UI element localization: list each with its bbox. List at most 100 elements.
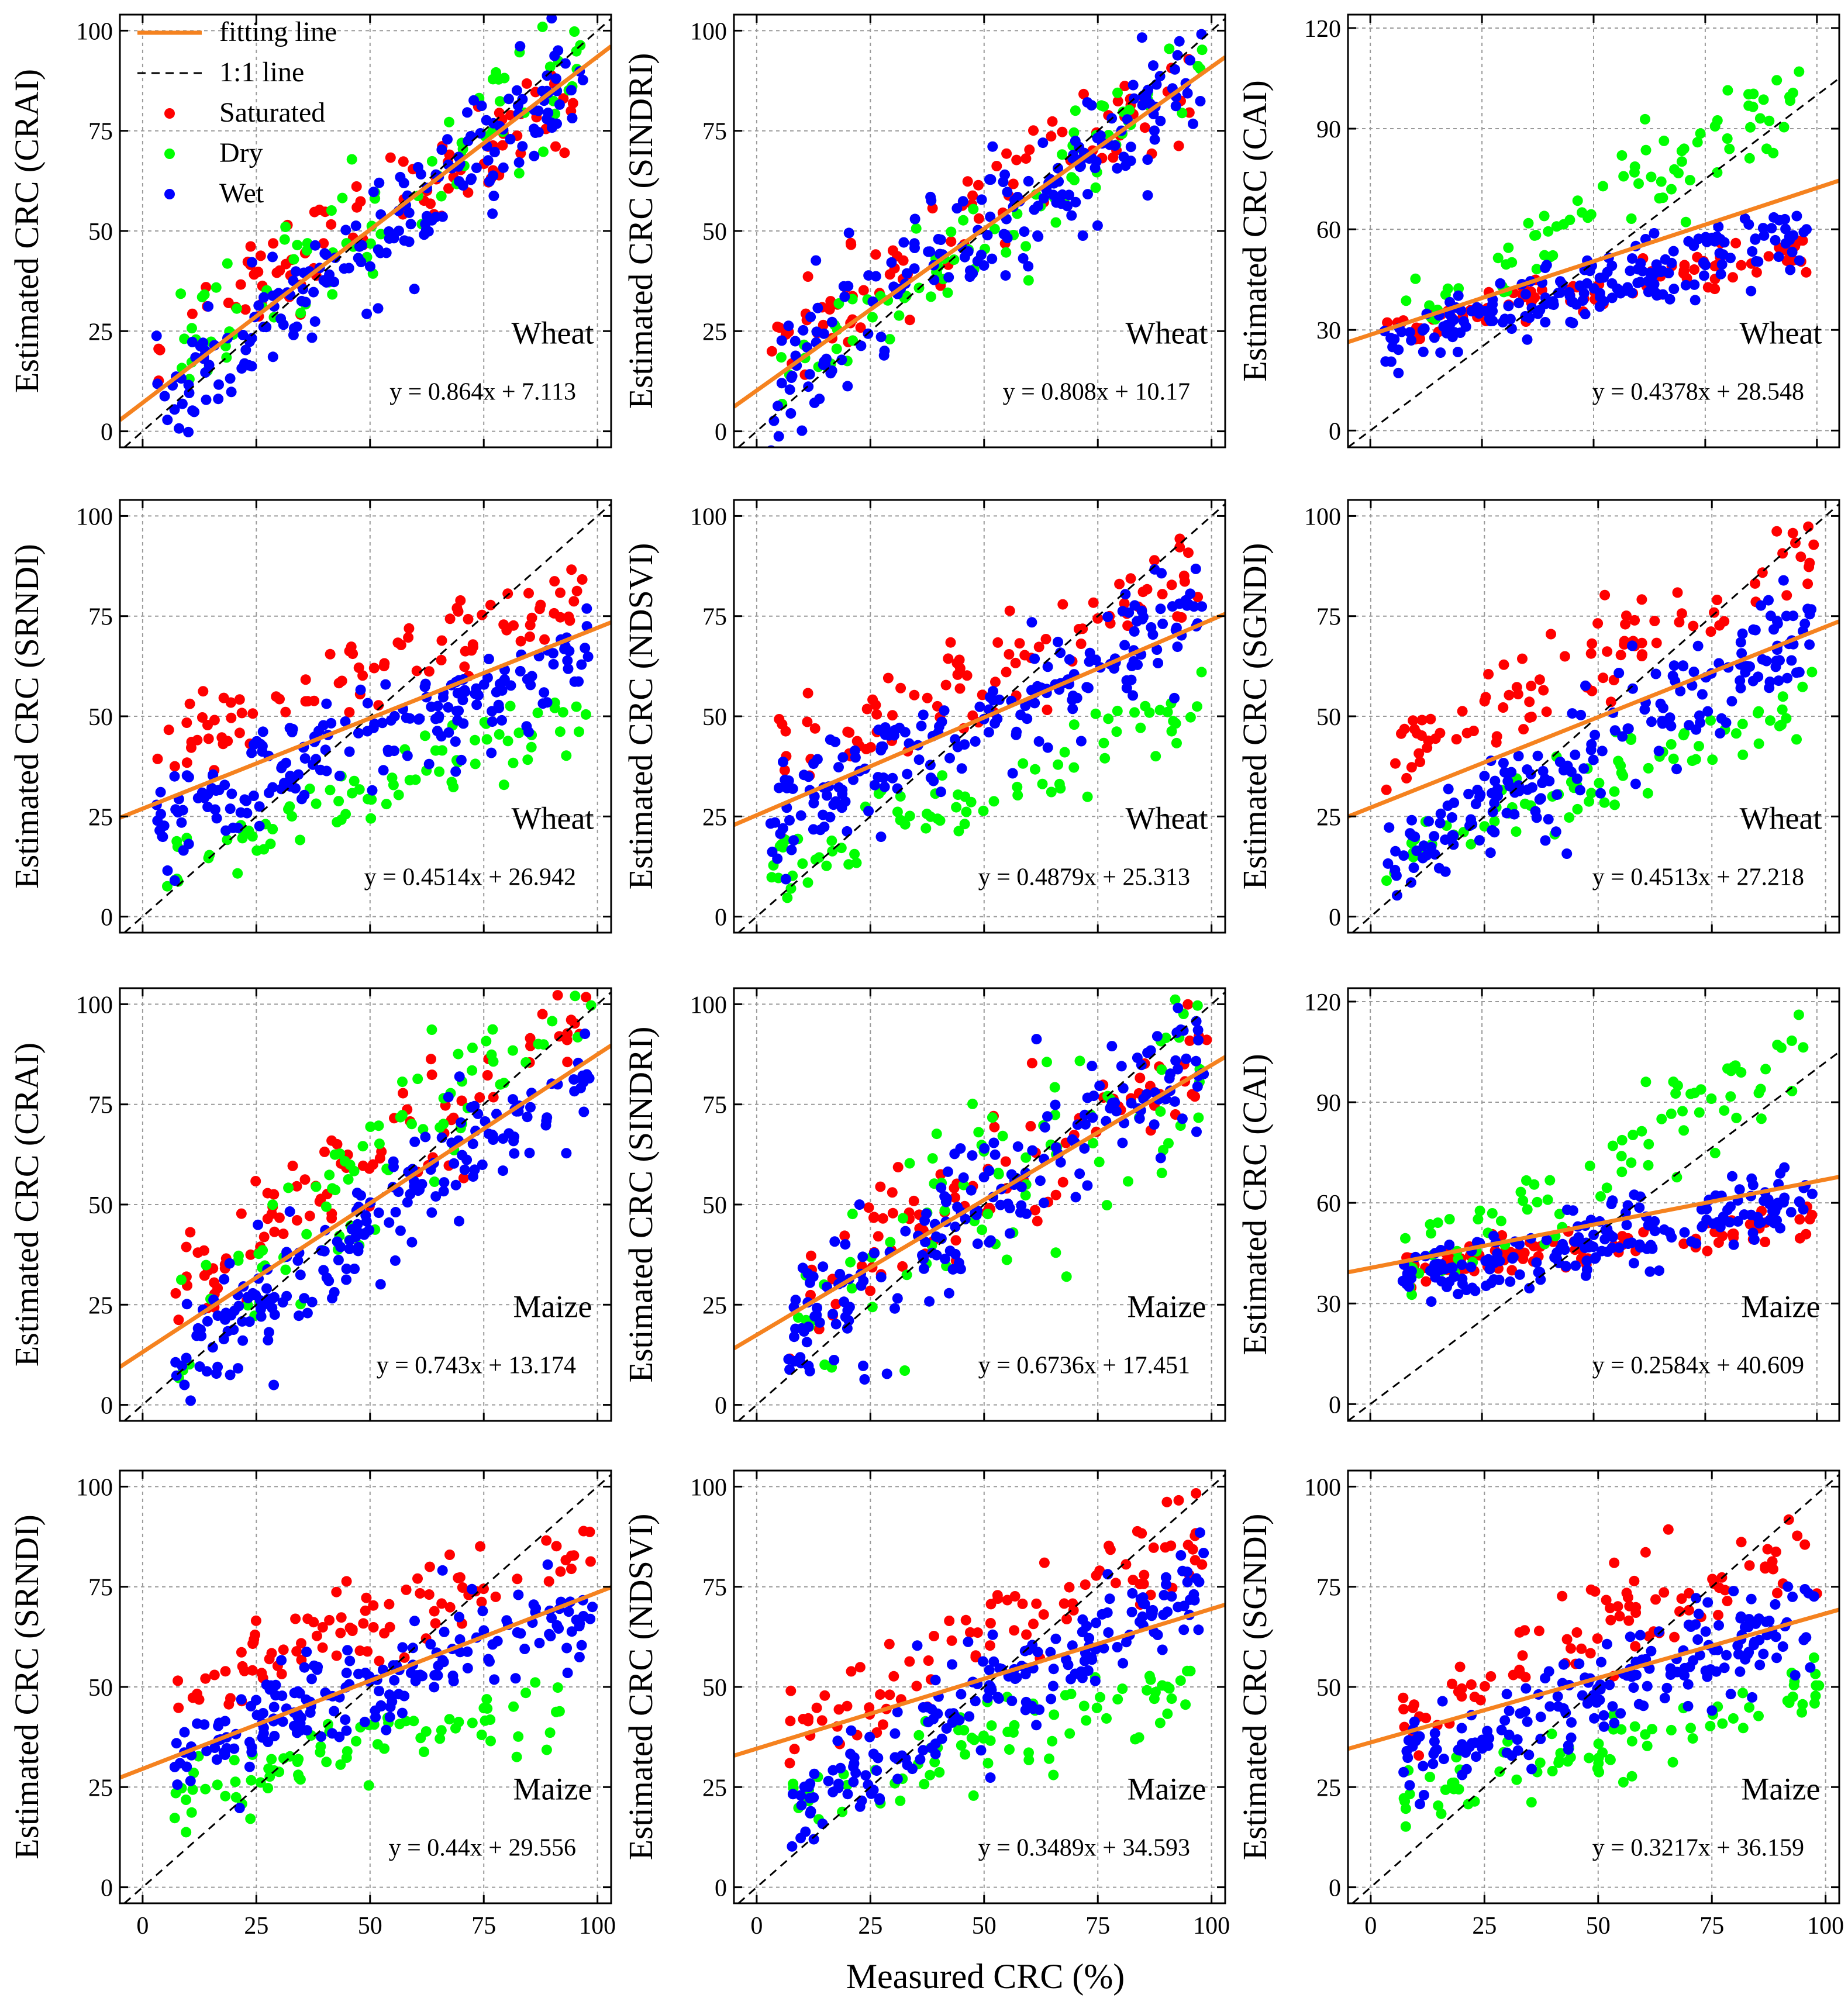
dry-point — [332, 817, 343, 827]
saturated-point — [561, 1034, 573, 1045]
wet-point — [511, 85, 522, 96]
wet-point — [982, 1692, 993, 1703]
wet-point — [984, 1665, 995, 1676]
dry-point — [485, 1735, 496, 1747]
wet-point — [244, 1737, 255, 1748]
wet-point — [1598, 1721, 1609, 1732]
dry-point — [1050, 1247, 1061, 1258]
wet-point — [1406, 815, 1417, 826]
saturated-point — [568, 1550, 580, 1561]
dry-point — [1685, 1723, 1696, 1734]
wet-point — [1435, 817, 1446, 829]
wet-point — [995, 1199, 1006, 1210]
wet-point — [462, 1662, 473, 1673]
dry-point — [1616, 1134, 1628, 1145]
wet-point — [1785, 264, 1796, 275]
fit-equation: y = 0.4879x + 25.313 — [978, 864, 1190, 891]
saturated-point — [1620, 619, 1631, 630]
wet-point — [192, 792, 204, 803]
saturated-point — [1480, 1680, 1490, 1692]
dry-point — [939, 1205, 950, 1216]
wet-point — [1561, 848, 1573, 859]
crop-label: Maize — [513, 1771, 592, 1806]
wet-point — [289, 323, 299, 334]
wet-point — [580, 643, 591, 654]
dry-point — [333, 796, 344, 807]
one-to-one-line — [737, 18, 1225, 447]
dry-point — [1410, 273, 1421, 284]
wet-point — [483, 654, 494, 664]
fitting-line — [120, 1044, 611, 1369]
dry-point — [1594, 778, 1605, 789]
dry-point — [1809, 1698, 1820, 1709]
saturated-point — [577, 574, 588, 585]
dry-point — [993, 1168, 1004, 1178]
wet-point — [384, 1217, 395, 1228]
wet-point — [1801, 1632, 1812, 1643]
wet-point — [373, 1207, 384, 1219]
saturated-point — [1029, 1205, 1040, 1216]
saturated-point — [245, 241, 256, 252]
legend-label: Saturated — [219, 97, 325, 128]
wet-point — [1754, 1659, 1766, 1671]
dry-point — [1004, 1744, 1015, 1755]
saturated-point — [1794, 1214, 1805, 1225]
wet-point — [389, 1675, 400, 1686]
wet-point — [201, 1745, 212, 1757]
dry-point — [426, 1024, 437, 1035]
wet-point — [264, 788, 274, 798]
wet-point — [456, 754, 467, 765]
wet-point — [1020, 1696, 1032, 1707]
dry-point — [1539, 211, 1550, 222]
wet-point — [1456, 1739, 1467, 1750]
wet-point — [901, 268, 912, 279]
wet-point — [546, 15, 557, 24]
y-tick-label: 75 — [88, 119, 113, 146]
saturated-point — [398, 1088, 409, 1099]
dry-point — [1053, 759, 1064, 770]
wet-point — [1677, 660, 1688, 671]
dry-point — [1743, 100, 1754, 111]
wet-point — [784, 384, 795, 395]
wet-point — [542, 1559, 553, 1570]
wet-point — [1507, 1253, 1518, 1264]
saturated-point — [566, 564, 577, 575]
dry-point — [437, 745, 448, 756]
saturated-point — [468, 641, 478, 653]
dry-point — [1768, 147, 1779, 158]
y-tick-label: 75 — [1316, 1575, 1341, 1602]
saturated-point — [1398, 1704, 1409, 1715]
saturated-point — [1571, 1627, 1582, 1638]
wet-point — [1653, 746, 1664, 757]
wet-point — [780, 874, 791, 885]
x-tick-label: 75 — [1085, 1913, 1110, 1940]
wet-point — [562, 655, 573, 666]
dry-point — [1695, 128, 1706, 139]
wet-point — [857, 1251, 868, 1262]
wet-point — [1787, 1591, 1798, 1602]
dry-point — [1068, 127, 1080, 138]
wet-point — [1042, 1111, 1053, 1122]
dry-point — [1448, 1783, 1459, 1795]
wet-point — [1524, 1283, 1535, 1294]
wet-point — [1804, 639, 1815, 650]
dry-point — [505, 700, 516, 712]
wet-point — [829, 1236, 840, 1247]
wet-point — [1169, 692, 1180, 703]
saturated-point — [950, 1235, 961, 1246]
y-tick-label: 25 — [702, 804, 727, 831]
wet-point — [1109, 140, 1120, 151]
y-tick-label: 50 — [702, 1192, 727, 1219]
dry-point — [843, 859, 854, 870]
dry-point — [1730, 728, 1742, 739]
saturated-point — [1032, 1216, 1043, 1227]
dry-point — [1776, 719, 1787, 730]
saturated-point — [1559, 651, 1570, 662]
wet-point — [365, 261, 375, 272]
saturated-point — [1009, 1591, 1020, 1602]
wet-point — [1087, 1112, 1098, 1123]
wet-point — [320, 744, 331, 755]
wet-point — [1543, 1666, 1554, 1677]
wet-point — [203, 301, 214, 312]
wet-point — [1735, 637, 1746, 648]
